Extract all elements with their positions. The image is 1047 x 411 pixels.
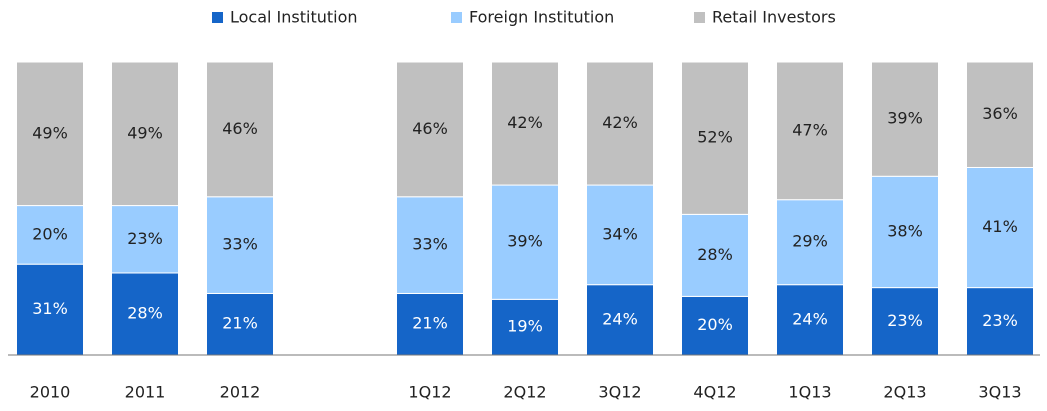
legend-swatch [212,12,223,23]
data-label: 39% [507,232,543,251]
data-label: 36% [982,104,1018,123]
data-label: 33% [222,235,258,254]
x-tick-label: 3Q13 [978,383,1021,402]
data-label: 28% [697,245,733,264]
x-tick-label: 2012 [220,383,261,402]
bar-segment [776,61,844,201]
data-label: 46% [222,119,258,138]
data-label: 47% [792,120,828,139]
bar-segment [586,61,654,186]
data-label: 52% [697,128,733,147]
x-tick-label: 3Q12 [598,383,641,402]
bar-segment [871,287,939,356]
legend-swatch [694,12,705,23]
data-label: 28% [127,303,163,322]
bar-segment [111,61,179,207]
bar-segment [871,175,939,289]
data-label: 21% [222,314,258,333]
bar-segment [681,213,749,297]
legend-label: Retail Investors [712,8,836,27]
data-label: 49% [127,123,163,142]
data-label: 24% [792,309,828,328]
x-tick-label: 4Q12 [693,383,736,402]
bar-segment [586,284,654,356]
bar-segment [16,263,84,356]
data-label: 33% [412,235,448,254]
bar-segment [16,61,84,207]
bar-segment [586,184,654,286]
bar-segment [681,61,749,215]
x-tick-label: 2011 [125,383,166,402]
data-label: 42% [602,113,638,132]
bar-segment [966,61,1034,168]
bar-segment [966,166,1034,289]
legend-label: Foreign Institution [469,8,614,27]
bar-segment [871,61,939,177]
x-tick-label: 2Q13 [883,383,926,402]
bar-segment [491,61,559,186]
data-label: 46% [412,119,448,138]
bar-segment [206,61,274,198]
bar-segment [396,292,464,356]
bar-segment [681,295,749,356]
data-label: 23% [127,229,163,248]
data-label: 20% [32,224,68,243]
legend-label: Local Institution [230,8,358,27]
data-label: 34% [602,224,638,243]
x-tick-label: 2010 [30,383,71,402]
bar-segment [111,272,179,356]
bar-segment [111,205,179,274]
bar-segment [966,287,1034,356]
data-label: 21% [412,314,448,333]
data-label: 49% [32,123,68,142]
data-label: 23% [982,311,1018,330]
data-label: 39% [887,109,923,128]
data-label: 42% [507,113,543,132]
bar-segment [396,196,464,294]
x-tick-label: 1Q13 [788,383,831,402]
data-label: 31% [32,299,68,318]
bar-segment [16,205,84,265]
data-label: 41% [982,217,1018,236]
data-label: 19% [507,317,543,336]
x-tick-label: 1Q12 [408,383,451,402]
legend-swatch [451,12,462,23]
bar-segment [206,196,274,294]
x-tick-label: 2Q12 [503,383,546,402]
data-label: 38% [887,221,923,240]
data-label: 29% [792,232,828,251]
bar-segment [776,199,844,286]
bar-segment [396,61,464,198]
data-label: 24% [602,309,638,328]
data-label: 23% [887,311,923,330]
data-label: 20% [697,315,733,334]
